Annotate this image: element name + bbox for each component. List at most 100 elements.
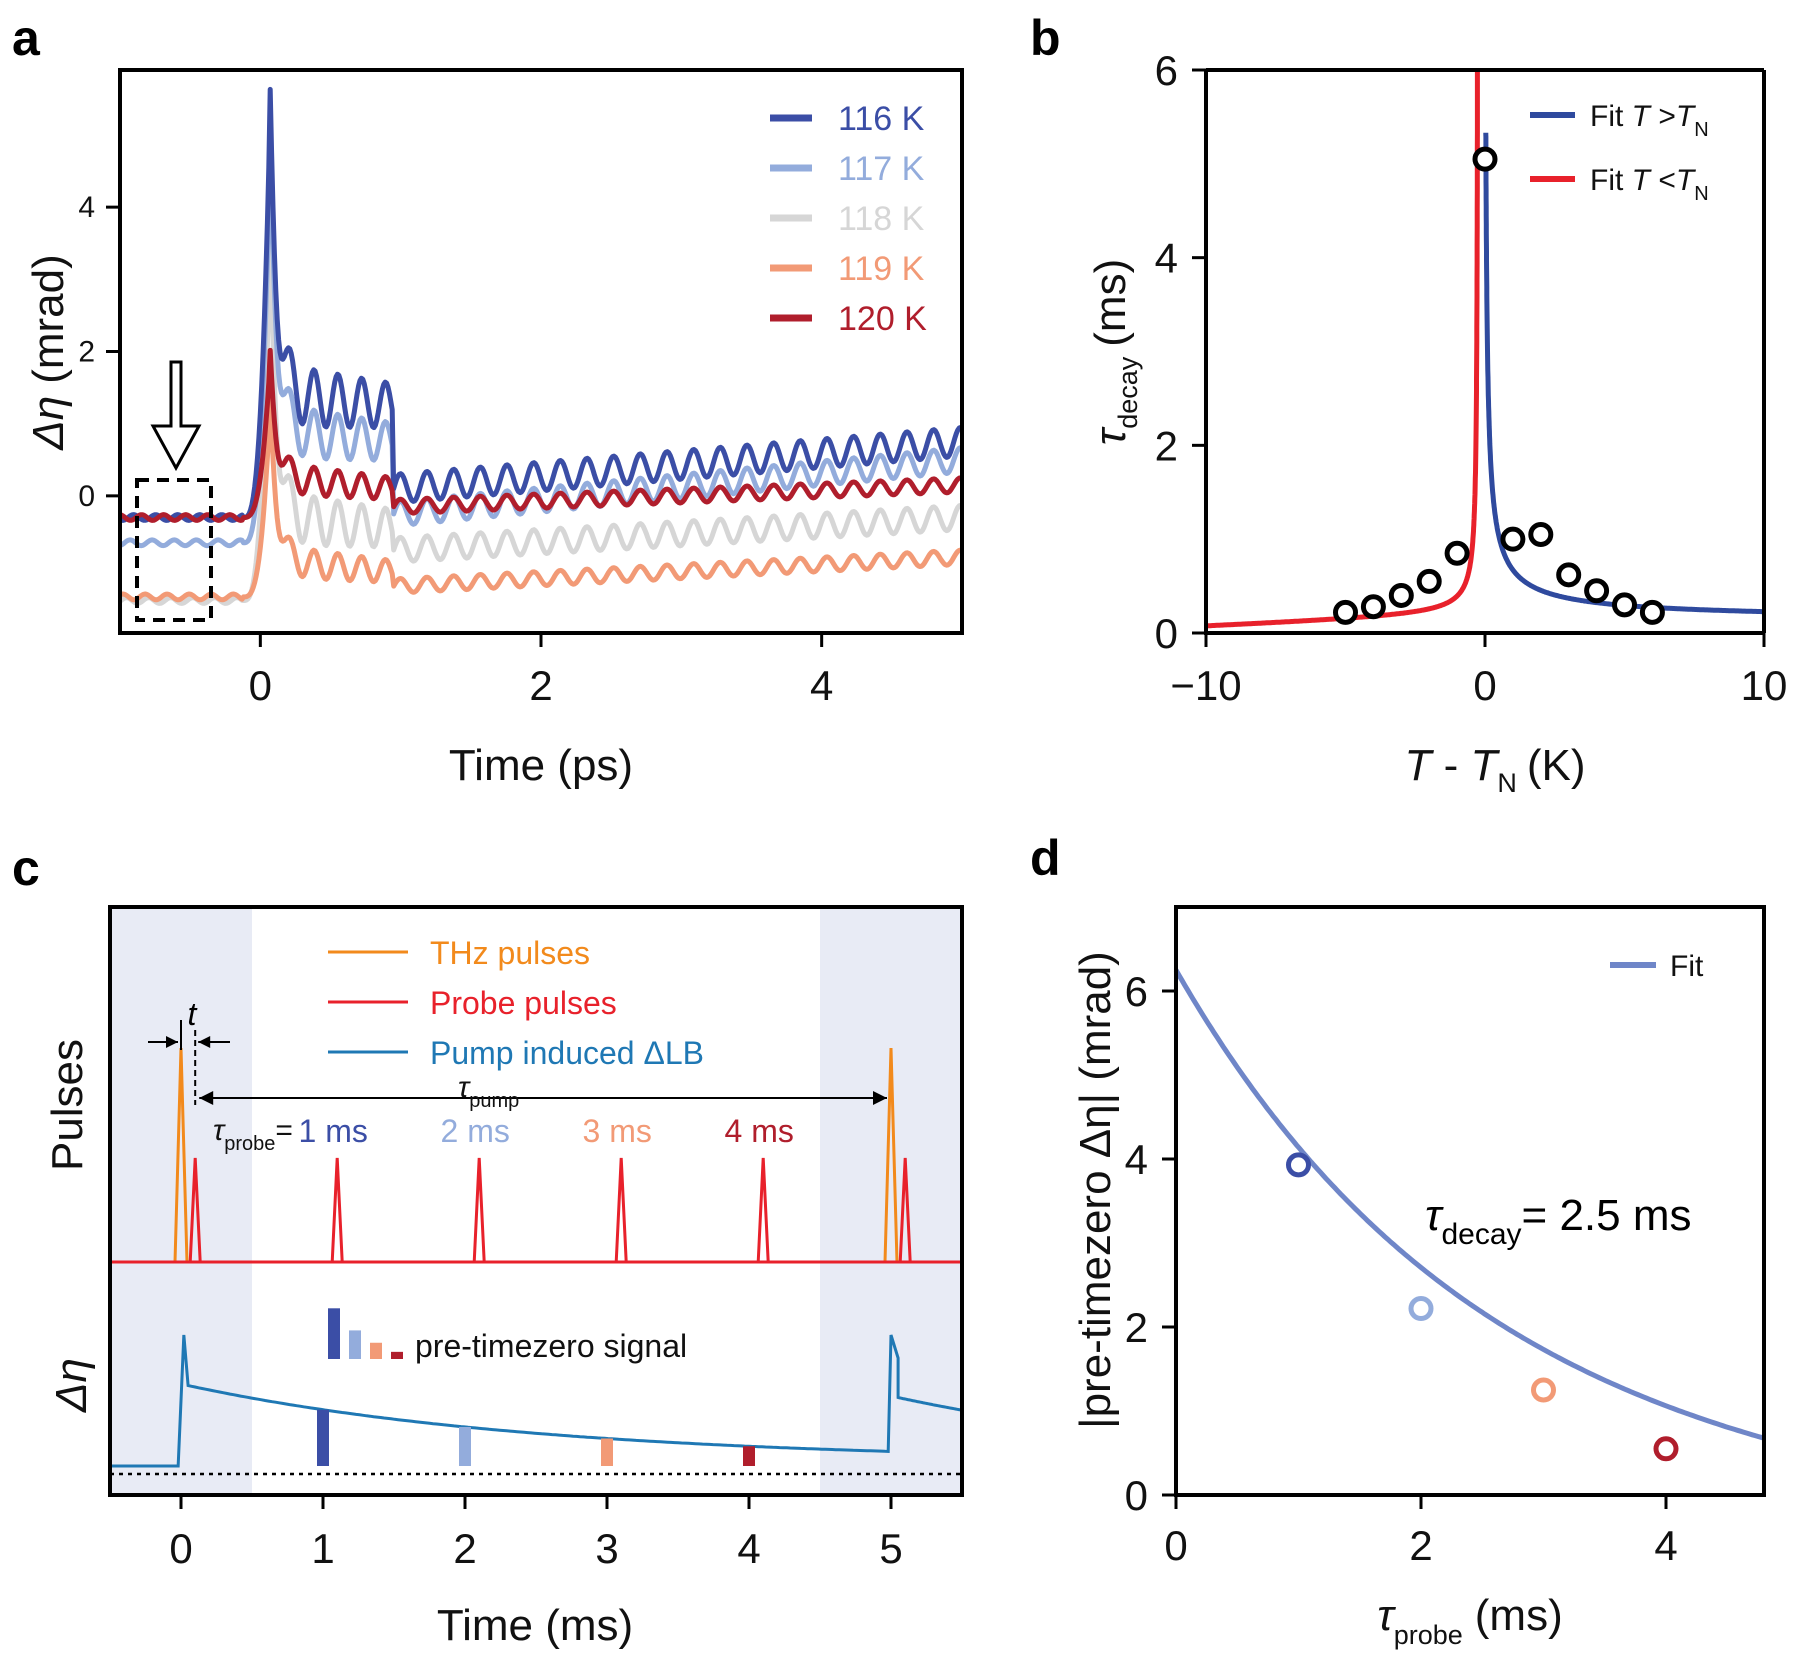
- panel-d-ylabel: |pre-timezero Δη| (mrad): [1071, 951, 1120, 1429]
- probe-delay-label: 2 ms: [441, 1113, 510, 1149]
- panel-b-ylabel: τdecay (ms): [1086, 259, 1143, 446]
- data-point: [1444, 540, 1470, 566]
- y-tick-label: 4: [78, 191, 95, 224]
- signal-bar: [743, 1446, 755, 1466]
- data-point: [1653, 1436, 1679, 1462]
- x-tick-label: 4: [1654, 1522, 1677, 1569]
- panel-b-xlabel: T - TN (K): [1404, 741, 1585, 798]
- fit-line-above: [1483, 132, 1764, 615]
- arrow-head-icon: [166, 1036, 178, 1048]
- panel-label-c: c: [12, 840, 40, 896]
- panel-b-xlabel-sub: N: [1497, 768, 1517, 798]
- x-tick-label: 0: [169, 1525, 192, 1572]
- legend-label: 116 K: [838, 100, 925, 138]
- probe-pulse: [756, 1157, 770, 1263]
- probe-pulse: [472, 1157, 486, 1263]
- data-point: [1333, 599, 1358, 625]
- x-tick-label: 0: [1164, 1522, 1187, 1569]
- legend-label: 117 K: [838, 150, 925, 188]
- legend-label: Fit T >TN: [1590, 100, 1709, 141]
- signal-legend-bar: [391, 1351, 403, 1359]
- signal-legend-bar: [328, 1308, 340, 1359]
- panel-label-a: a: [12, 10, 41, 66]
- panel-b-ylabel-sub: decay: [1113, 356, 1143, 429]
- panel-label-b: b: [1030, 10, 1061, 66]
- data-point: [1388, 582, 1414, 608]
- panel-d-xlabel: τprobe (ms): [1377, 1591, 1563, 1650]
- legend-label: THz pulses: [430, 935, 590, 971]
- series-line-118K: [118, 226, 964, 606]
- data-point: [1416, 568, 1442, 594]
- panel-a-ylabel-unit: (mrad): [24, 254, 73, 384]
- panel-c-xlabel: Time (ms): [437, 1601, 633, 1650]
- data-point: [1500, 526, 1526, 552]
- probe-pulse: [898, 1157, 912, 1263]
- fit-line-below: [1206, 70, 1480, 629]
- panel-b-xlabel-sep: -: [1431, 741, 1470, 790]
- probe-delay-label: 4 ms: [725, 1113, 794, 1149]
- series-line-116K: [118, 86, 964, 523]
- data-point: [1472, 146, 1498, 172]
- pretimezero-label: pre-timezero signal: [415, 1328, 687, 1364]
- data-point: [1531, 1377, 1556, 1403]
- panel-d-annotation-value: = 2.5 ms: [1522, 1191, 1692, 1240]
- series-line-120K: [118, 347, 964, 523]
- panel-b-ylabel-symbol: τ: [1086, 426, 1135, 445]
- x-tick-label: 5: [879, 1525, 902, 1572]
- x-tick-label: 1: [311, 1525, 334, 1572]
- y-tick-label: 2: [78, 336, 95, 369]
- panel-d-xlabel-sub: probe: [1394, 1620, 1463, 1650]
- panel-a-ylabel-symbol: Δη: [24, 396, 73, 451]
- panel-b-xlabel-unit: (K): [1527, 741, 1586, 790]
- arrow-head-icon: [199, 1091, 214, 1105]
- arrow-head-icon: [873, 1091, 887, 1105]
- probe-delay-label: 3 ms: [583, 1113, 652, 1149]
- data-point: [1360, 594, 1386, 620]
- x-tick-label: 2: [529, 662, 552, 709]
- panel-c-frame: [108, 905, 964, 1497]
- signal-bar: [317, 1409, 329, 1466]
- fit-line: [1173, 968, 1765, 1441]
- tau-probe-label: τprobe=: [213, 1114, 293, 1155]
- down-arrow-icon: [150, 360, 202, 472]
- panel-a-frame: [118, 68, 964, 635]
- panel-b-frame: [1204, 68, 1764, 635]
- data-point: [1639, 599, 1665, 625]
- legend-label: Pump induced ΔLB: [430, 1035, 704, 1071]
- x-tick-label: 0: [1473, 662, 1496, 709]
- pretimezero-box: [135, 478, 213, 622]
- panel-c-ylabel-signal: Δη: [47, 1358, 96, 1413]
- probe-delay-label: 1 ms: [299, 1113, 368, 1149]
- panel-c-ylabel-pulses: Pulses: [43, 1039, 92, 1171]
- y-tick-label: 0: [1125, 1472, 1148, 1519]
- panel-d-annotation-symbol: τ: [1425, 1191, 1444, 1240]
- signal-bar: [459, 1426, 471, 1466]
- panel-d-annotation: τdecay= 2.5 ms: [1425, 1191, 1692, 1251]
- signal-bar: [601, 1438, 613, 1466]
- y-tick-label: 0: [78, 480, 95, 513]
- panel-b-xlabel-symbol: T: [1404, 741, 1434, 790]
- panel-d-annotation-sub: decay: [1441, 1218, 1521, 1251]
- legend-label: 118 K: [838, 200, 925, 238]
- y-tick-label: 2: [1155, 422, 1178, 469]
- legend-label: 119 K: [838, 250, 925, 288]
- data-point: [1584, 578, 1610, 604]
- data-point: [1286, 1152, 1311, 1178]
- y-tick-label: 4: [1155, 235, 1178, 282]
- series-line-119K: [118, 391, 964, 603]
- y-tick-label: 4: [1125, 1136, 1148, 1183]
- signal-legend-bar: [349, 1330, 361, 1359]
- legend-label: Probe pulses: [430, 985, 617, 1021]
- y-tick-label: 0: [1155, 610, 1178, 657]
- y-tick-label: 6: [1155, 47, 1178, 94]
- thz-pulse: [883, 1047, 899, 1263]
- panel-a-chart: 0 2 4 0 2 4 116 K 117 K 118 K 119 K 120 K Time (p…: [24, 68, 964, 790]
- data-point: [1612, 592, 1637, 618]
- panel-a-ylabel: Δη (mrad): [24, 254, 73, 451]
- legend-label: 120 K: [838, 300, 927, 338]
- arrow-head-icon: [198, 1036, 211, 1048]
- panel-d-xlabel-unit: (ms): [1475, 1591, 1563, 1640]
